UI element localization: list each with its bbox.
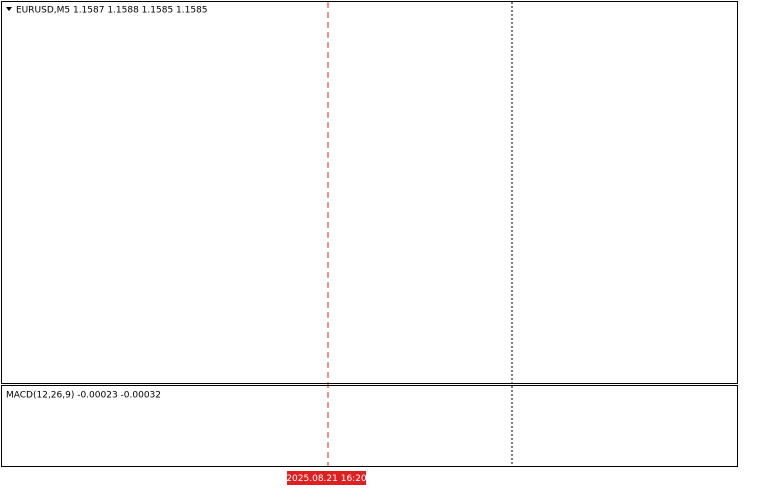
chart-title: EURUSD,M5 1.1587 1.1588 1.1585 1.1585 — [16, 6, 208, 16]
cursor-label-box — [287, 471, 366, 485]
macd-title: MACD(12,26,9) -0.00023 -0.00032 — [6, 391, 161, 401]
macd-panel-frame — [1, 385, 738, 467]
cursor-label: 2025.08.21 16:20 — [286, 474, 367, 484]
symbol-menu-arrow[interactable] — [6, 7, 12, 11]
price-panel-frame — [1, 1, 738, 384]
